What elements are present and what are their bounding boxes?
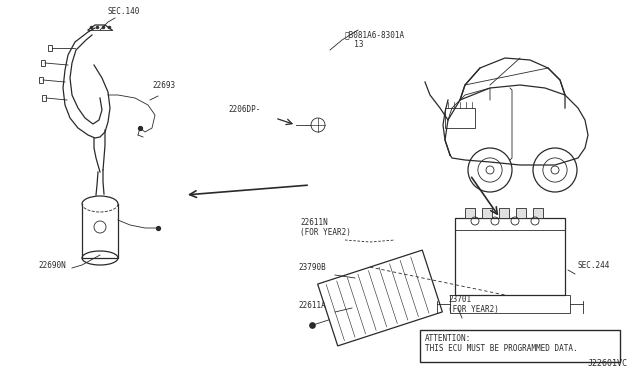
Text: ⓘB081A6-8301A
  13: ⓘB081A6-8301A 13 (345, 30, 405, 49)
Bar (48, 45, 52, 51)
Text: 2206DP-: 2206DP- (228, 105, 260, 114)
Bar (450, 295, 570, 313)
Bar (516, 208, 526, 218)
Bar (39, 77, 43, 83)
Text: 23701
(FOR YEAR2): 23701 (FOR YEAR2) (448, 295, 499, 314)
Text: 22611N
(FOR YEAR2): 22611N (FOR YEAR2) (300, 218, 351, 237)
Text: 22693: 22693 (152, 81, 175, 90)
Bar (499, 208, 509, 218)
Text: ATTENTION:
THIS ECU MUST BE PROGRAMMED DATA.: ATTENTION: THIS ECU MUST BE PROGRAMMED D… (425, 334, 578, 353)
Bar (41, 60, 45, 66)
Bar (533, 208, 543, 218)
Bar (455, 218, 565, 295)
Bar (465, 208, 475, 218)
Bar (445, 108, 475, 128)
Text: 22611A: 22611A (298, 301, 326, 310)
Bar (42, 95, 46, 101)
Bar (482, 208, 492, 218)
Text: 23790B: 23790B (298, 263, 326, 272)
Text: SEC.244: SEC.244 (578, 261, 611, 270)
Bar (420, 330, 620, 362)
Text: J22601VC: J22601VC (588, 359, 628, 368)
Text: 22690N: 22690N (38, 261, 66, 270)
Text: SEC.140: SEC.140 (108, 7, 140, 16)
